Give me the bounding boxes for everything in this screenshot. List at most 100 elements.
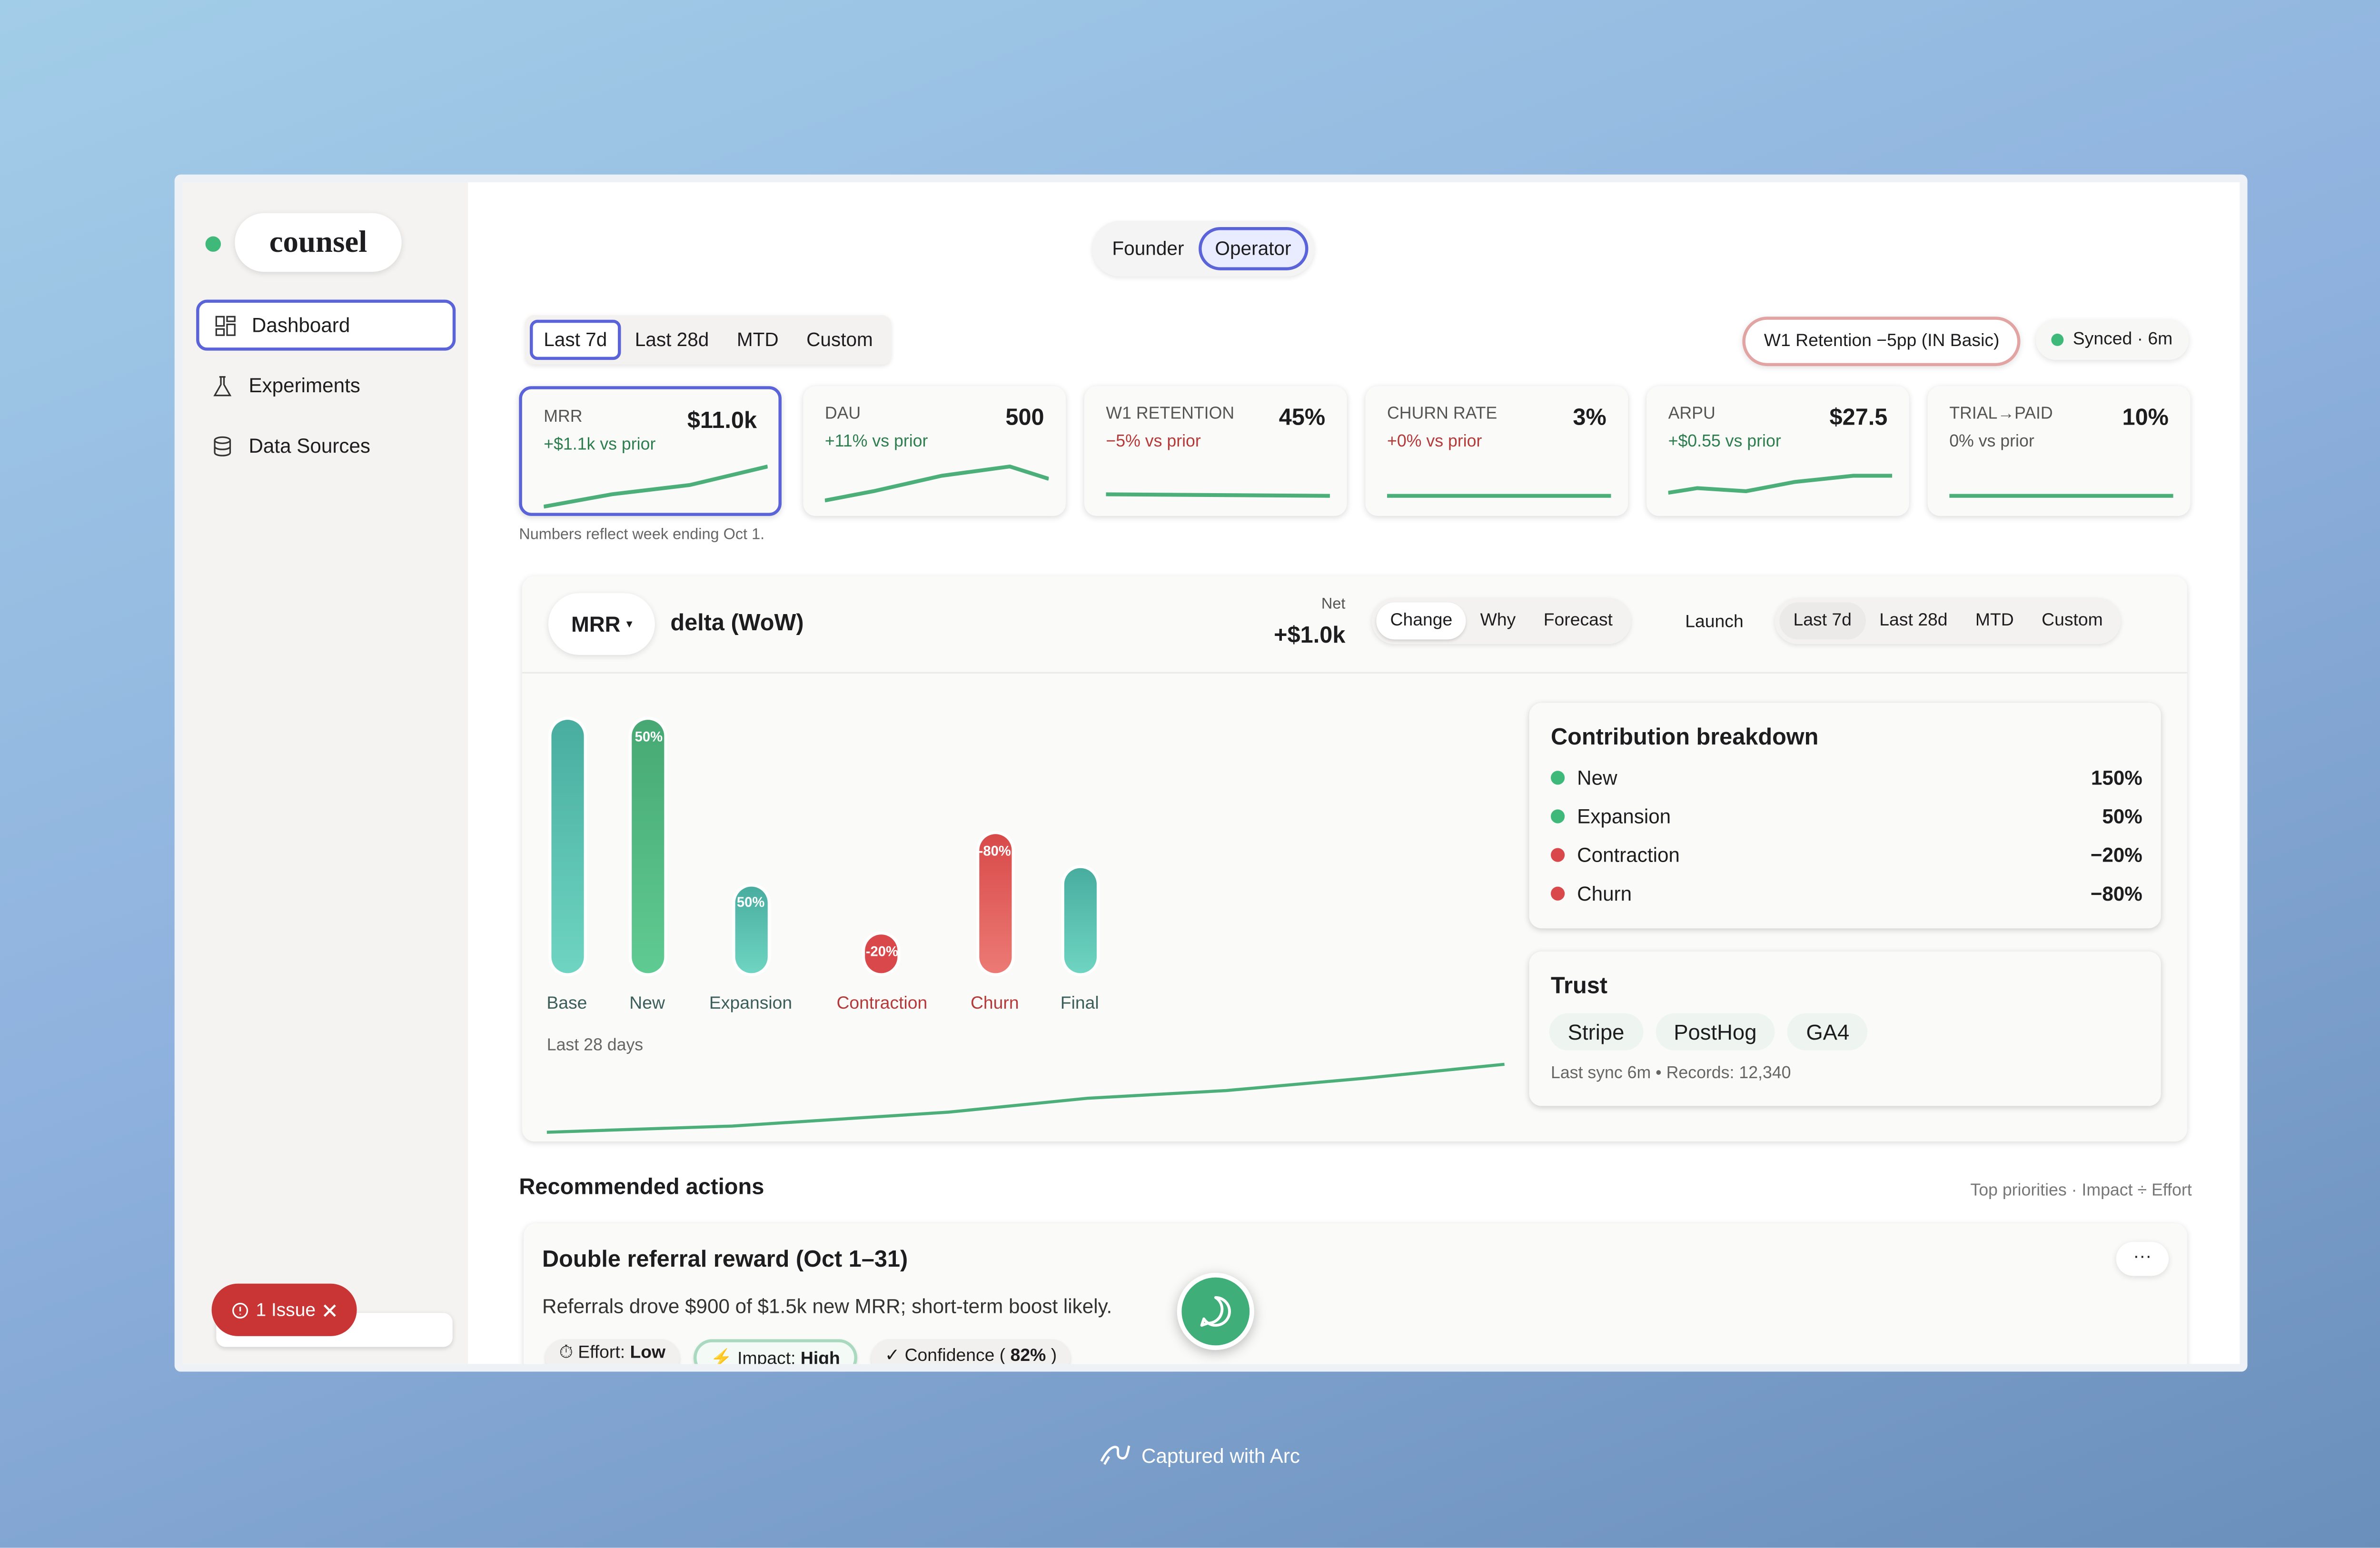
- breakdown-card: Contribution breakdown New 150% Expansion…: [1529, 703, 2161, 929]
- item-name: New: [1577, 765, 1617, 789]
- kpi-value: 45%: [1279, 405, 1326, 431]
- kpi-card[interactable]: DAU 500 +11% vs prior: [803, 386, 1066, 516]
- element: [215, 327, 225, 336]
- section-subtitle: Top priorities · Impact ÷ Effort: [1970, 1181, 2192, 1201]
- tab[interactable]: Forecast: [1543, 612, 1613, 630]
- range-tabs: Last 7d Last 28d MTD Custom: [1775, 597, 2122, 645]
- element: [231, 1302, 248, 1318]
- sparkline: [1668, 457, 1893, 507]
- item-value: 150%: [2091, 765, 2142, 789]
- tab[interactable]: Last 28d: [1879, 612, 1948, 630]
- bar: [865, 934, 898, 973]
- tab[interactable]: Last 7d: [1779, 602, 1866, 640]
- tab[interactable]: MTD: [1975, 612, 2014, 630]
- view-tabs: Change Why Forecast: [1371, 597, 1631, 645]
- tag-suffix: ): [1051, 1347, 1057, 1366]
- tab[interactable]: Why: [1480, 612, 1516, 630]
- kpi-value: 10%: [2122, 405, 2169, 431]
- bar-label: Base: [546, 994, 587, 1013]
- bar-label: New: [629, 994, 665, 1013]
- item-value: −80%: [2090, 881, 2142, 904]
- nav-item[interactable]: Dashboard: [196, 299, 456, 351]
- tab[interactable]: MTD: [736, 329, 779, 351]
- bar: [735, 886, 768, 973]
- item-value: 50%: [2102, 804, 2142, 827]
- element: [214, 439, 231, 456]
- kpi-card[interactable]: ARPU $27.5 +$0.55 vs prior: [1646, 386, 1909, 516]
- kpi-delta: 0% vs prior: [1949, 432, 2034, 451]
- kpi-card[interactable]: CHURN RATE 3% +0% vs prior: [1365, 386, 1628, 516]
- source-chip: GA4: [1787, 1013, 1868, 1051]
- kpi-value: $27.5: [1829, 405, 1888, 431]
- net-value: +$1.0k: [1274, 622, 1346, 649]
- tab[interactable]: Custom: [2042, 612, 2103, 630]
- tag-value: Low: [630, 1344, 666, 1363]
- kpi-label: W1 RETENTION: [1106, 405, 1235, 424]
- bar-value-label: 50%: [736, 894, 765, 910]
- element: [2051, 333, 2064, 346]
- icon: [324, 1303, 337, 1316]
- bar-label: Churn: [970, 994, 1019, 1013]
- kpi-card[interactable]: W1 RETENTION 45% −5% vs prior: [1084, 386, 1347, 516]
- kpi-label: MRR: [544, 407, 583, 427]
- element: [546, 1062, 1505, 1134]
- element: [825, 466, 1049, 500]
- sidebar: counsel Dashboard Experiments Data Sourc…: [182, 182, 468, 1364]
- kpi-delta: −5% vs prior: [1106, 432, 1201, 451]
- kpi-delta: +$1.1k vs prior: [544, 436, 656, 455]
- tab[interactable]: Last 28d: [635, 329, 709, 351]
- trust-card: Trust Stripe PostHog GA4 Last sync 6m • …: [1529, 951, 2161, 1106]
- bar: [979, 834, 1012, 973]
- more-button[interactable]: ···: [2116, 1241, 2169, 1276]
- panel-title: delta (WoW): [670, 610, 804, 636]
- toggle-option[interactable]: Founder: [1112, 238, 1184, 260]
- section-title: Recommended actions: [519, 1175, 764, 1201]
- capture-footer: Captured with Arc: [1098, 1443, 1300, 1468]
- tag: ✓ Confidence ( 82% ): [871, 1339, 1071, 1366]
- element: [1550, 886, 1565, 900]
- toggle-option[interactable]: Operator: [1198, 227, 1309, 270]
- tag-label: Confidence (: [904, 1347, 1006, 1366]
- item-value: −20%: [2090, 843, 2142, 866]
- icon: [215, 315, 236, 336]
- launch-button[interactable]: Launch: [1685, 613, 1744, 632]
- app-window: counsel Dashboard Experiments Data Sourc…: [174, 174, 2248, 1372]
- breakdown-row: New 150%: [1550, 762, 2142, 793]
- divider: [522, 672, 2187, 674]
- element: [1100, 1445, 1130, 1465]
- kpi-delta: +0% vs prior: [1387, 432, 1482, 451]
- breakdown-row: Churn −80%: [1550, 877, 2142, 908]
- footer-text: Captured with Arc: [1141, 1443, 1300, 1467]
- chat-button[interactable]: [1177, 1272, 1254, 1350]
- element: [1550, 847, 1565, 862]
- brand: counsel: [235, 213, 402, 272]
- metric-select[interactable]: MRR ▾: [548, 593, 655, 655]
- tab[interactable]: Change: [1376, 602, 1467, 640]
- sparkline: [1387, 457, 1611, 507]
- nav-item[interactable]: Data Sources: [196, 420, 456, 471]
- issue-badge[interactable]: 1 Issue: [211, 1283, 357, 1336]
- tag: ⏱ Effort: Low: [545, 1339, 680, 1364]
- icon: [1200, 1296, 1231, 1327]
- kpi-card[interactable]: TRIAL→PAID 10% 0% vs prior: [1927, 386, 2191, 516]
- tag: ⚡ Impact: High: [693, 1339, 857, 1364]
- status-dot: [205, 236, 221, 252]
- element: [214, 436, 231, 444]
- tab[interactable]: Custom: [806, 329, 873, 351]
- range-tabs: Last 7d Last 28d MTD Custom: [525, 315, 892, 365]
- tab[interactable]: Last 7d: [530, 319, 621, 360]
- element: [226, 323, 236, 336]
- net-label: Net: [1321, 596, 1346, 614]
- bar-value-label: 50%: [635, 729, 663, 745]
- kpi-value: 500: [1005, 405, 1044, 431]
- source-chip: Stripe: [1549, 1013, 1643, 1051]
- action-title: Double referral reward (Oct 1–31): [542, 1246, 908, 1273]
- trend-label: Last 28 days: [546, 1036, 644, 1055]
- kpi-delta: +$0.55 vs prior: [1668, 432, 1781, 451]
- kpi-note: Numbers reflect week ending Oct 1.: [519, 526, 765, 544]
- kpi-label: ARPU: [1668, 405, 1716, 424]
- kpi-card[interactable]: MRR $11.0k +$1.1k vs prior: [519, 386, 782, 516]
- alert-badge[interactable]: W1 Retention −5pp (IN Basic): [1742, 317, 2021, 367]
- nav-item[interactable]: Experiments: [196, 360, 456, 411]
